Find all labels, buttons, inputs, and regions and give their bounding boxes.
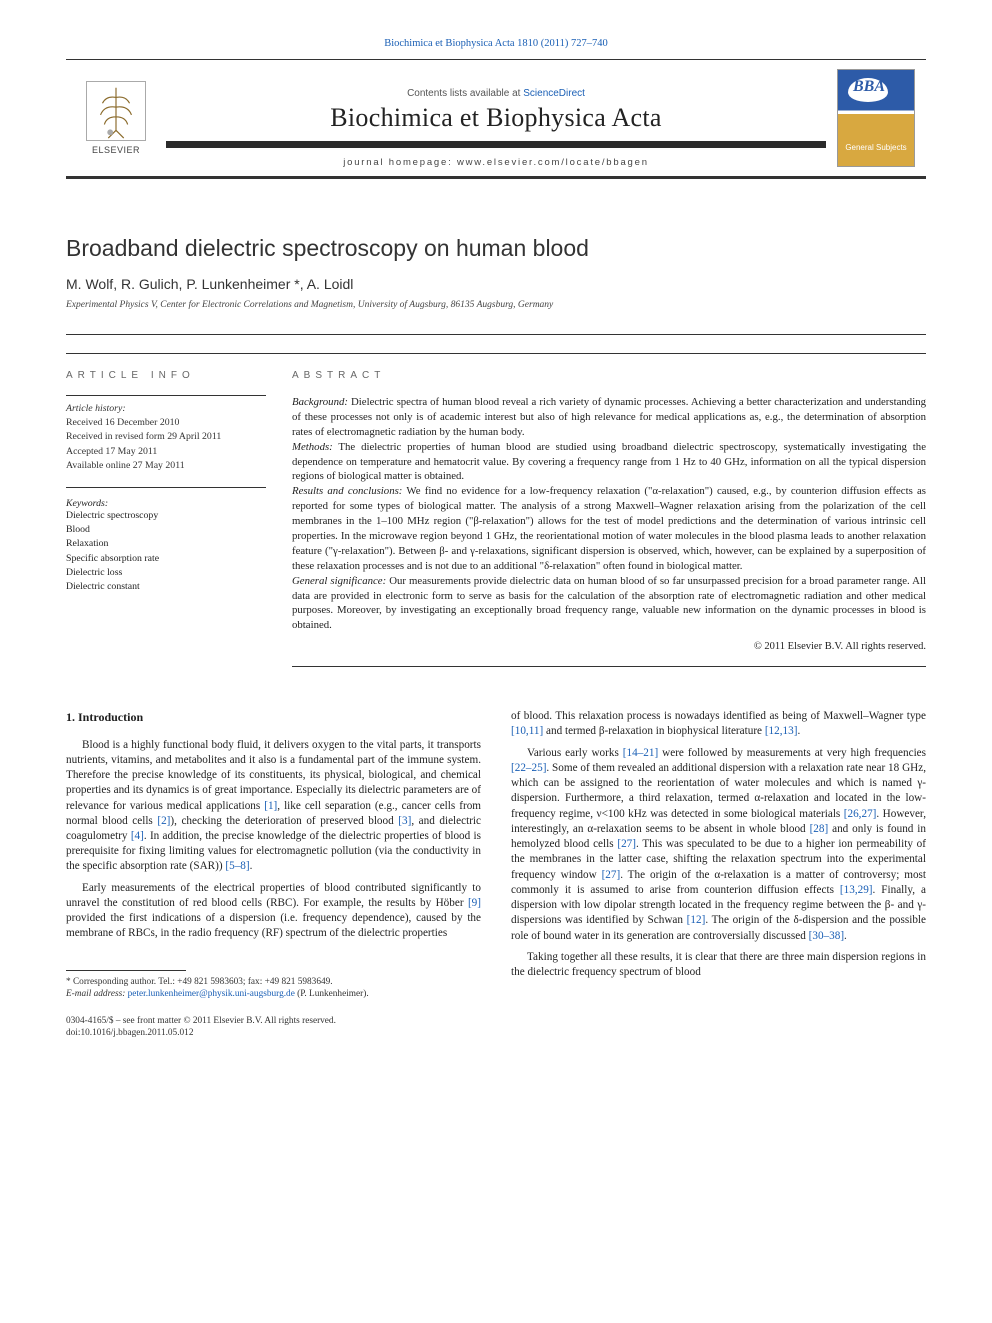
article-info-heading: ARTICLE INFO bbox=[66, 370, 266, 381]
history-item: Available online 27 May 2011 bbox=[66, 459, 266, 473]
cover-letters: BBA bbox=[853, 78, 885, 96]
email-label: E-mail address: bbox=[66, 989, 125, 999]
abs-methods-label: Methods: bbox=[292, 441, 333, 453]
abs-bg-label: Background: bbox=[292, 396, 348, 408]
keyword: Relaxation bbox=[66, 537, 266, 551]
doi: doi:10.1016/j.bbagen.2011.05.012 bbox=[66, 1027, 481, 1040]
journal-name: Biochimica et Biophysica Acta bbox=[330, 103, 661, 133]
paragraph: Blood is a highly functional body fluid,… bbox=[66, 738, 481, 875]
article-bottom-meta: 0304-4165/$ – see front matter © 2011 El… bbox=[66, 1015, 481, 1040]
ref-link[interactable]: [10,11] bbox=[511, 725, 543, 737]
text-run: . bbox=[250, 860, 253, 872]
abs-bg: Dielectric spectra of human blood reveal… bbox=[292, 396, 926, 438]
footnote-rule bbox=[66, 970, 186, 971]
ref-link[interactable]: [4] bbox=[131, 830, 144, 842]
left-column: 1. Introduction Blood is a highly functi… bbox=[66, 709, 481, 1040]
ref-link[interactable]: [22–25] bbox=[511, 762, 546, 774]
rule bbox=[66, 395, 266, 396]
elsevier-tree-icon bbox=[86, 81, 146, 141]
ref-link[interactable]: [13,29] bbox=[840, 884, 873, 896]
abstract-heading: ABSTRACT bbox=[292, 370, 926, 381]
sd-prefix: Contents lists available at bbox=[407, 88, 523, 99]
article-info-column: ARTICLE INFO Article history: Received 1… bbox=[66, 354, 266, 667]
abs-methods: The dielectric properties of human blood… bbox=[292, 441, 926, 483]
front-matter: 0304-4165/$ – see front matter © 2011 El… bbox=[66, 1015, 481, 1028]
corr-author: * Corresponding author. Tel.: +49 821 59… bbox=[66, 976, 481, 989]
abstract-column: ABSTRACT Background: Dielectric spectra … bbox=[292, 354, 926, 667]
text-run: Taking together all these results, it is… bbox=[511, 951, 926, 978]
cover-subject: General Subjects bbox=[838, 143, 914, 152]
history-label: Article history: bbox=[66, 402, 266, 416]
history-item: Accepted 17 May 2011 bbox=[66, 445, 266, 459]
text-run: . bbox=[844, 930, 847, 942]
ref-link[interactable]: [14–21] bbox=[623, 747, 658, 759]
abs-results-label: Results and conclusions: bbox=[292, 485, 402, 497]
ref-link[interactable]: [12] bbox=[687, 914, 706, 926]
ref-link[interactable]: [5–8] bbox=[225, 860, 249, 872]
text-run: ), checking the deterioration of preserv… bbox=[170, 815, 398, 827]
copyright: © 2011 Elsevier B.V. All rights reserved… bbox=[292, 641, 926, 652]
email-suffix: (P. Lunkenheimer). bbox=[295, 989, 369, 999]
text-run: and termed β-relaxation in biophysical l… bbox=[543, 725, 765, 737]
keyword: Blood bbox=[66, 523, 266, 537]
affiliation: Experimental Physics V, Center for Elect… bbox=[66, 300, 926, 310]
keyword: Dielectric loss bbox=[66, 566, 266, 580]
history-item: Received 16 December 2010 bbox=[66, 416, 266, 430]
text-run: of blood. This relaxation process is now… bbox=[511, 710, 926, 722]
ref-link[interactable]: [2] bbox=[157, 815, 170, 827]
abs-results: We find no evidence for a low-frequency … bbox=[292, 485, 926, 571]
section-heading: 1. Introduction bbox=[66, 709, 481, 725]
email-link[interactable]: peter.lunkenheimer@physik.uni-augsburg.d… bbox=[128, 989, 295, 999]
history-item: Received in revised form 29 April 2011 bbox=[66, 430, 266, 444]
sciencedirect-line: Contents lists available at ScienceDirec… bbox=[407, 88, 585, 99]
text-run: provided the first indications of a disp… bbox=[66, 912, 481, 939]
elsevier-logo[interactable]: ELSEVIER bbox=[75, 72, 157, 164]
journal-issue-link[interactable]: Biochimica et Biophysica Acta 1810 (2011… bbox=[66, 38, 926, 49]
keyword: Specific absorption rate bbox=[66, 552, 266, 566]
ref-link[interactable]: [27] bbox=[617, 838, 636, 850]
elsevier-wordmark: ELSEVIER bbox=[92, 145, 140, 155]
ref-link[interactable]: [12,13] bbox=[765, 725, 798, 737]
authors: M. Wolf, R. Gulich, P. Lunkenheimer *, A… bbox=[66, 276, 926, 292]
ref-link[interactable]: [3] bbox=[398, 815, 411, 827]
text-run: . bbox=[797, 725, 800, 737]
masthead-center: Contents lists available at ScienceDirec… bbox=[166, 60, 826, 176]
keyword: Dielectric spectroscopy bbox=[66, 509, 266, 523]
abstract-text: Background: Dielectric spectra of human … bbox=[292, 395, 926, 633]
ref-link[interactable]: [28] bbox=[810, 823, 829, 835]
text-run: Various early works bbox=[527, 747, 623, 759]
text-run: were followed by measurements at very hi… bbox=[658, 747, 926, 759]
rule bbox=[66, 334, 926, 335]
ref-link[interactable]: [9] bbox=[468, 897, 481, 909]
paragraph: of blood. This relaxation process is now… bbox=[511, 709, 926, 739]
journal-cover-box: BBA General Subjects bbox=[826, 60, 926, 176]
journal-homepage: journal homepage: www.elsevier.com/locat… bbox=[343, 157, 649, 168]
keyword: Dielectric constant bbox=[66, 580, 266, 594]
corresponding-author-footnote: * Corresponding author. Tel.: +49 821 59… bbox=[66, 976, 481, 1001]
paragraph: Taking together all these results, it is… bbox=[511, 950, 926, 980]
rule bbox=[66, 487, 266, 488]
article-title: Broadband dielectric spectroscopy on hum… bbox=[66, 235, 926, 262]
text-run: Early measurements of the electrical pro… bbox=[66, 882, 481, 909]
keywords-label: Keywords: bbox=[66, 498, 266, 509]
sciencedirect-link[interactable]: ScienceDirect bbox=[523, 88, 585, 99]
right-column: of blood. This relaxation process is now… bbox=[511, 709, 926, 1040]
ref-link[interactable]: [30–38] bbox=[809, 930, 844, 942]
ref-link[interactable]: [27] bbox=[602, 869, 621, 881]
publisher-logo-box: ELSEVIER bbox=[66, 60, 166, 176]
abs-sig-label: General significance: bbox=[292, 575, 386, 587]
body-columns: 1. Introduction Blood is a highly functi… bbox=[66, 709, 926, 1040]
paragraph: Various early works [14–21] were followe… bbox=[511, 746, 926, 944]
ref-link[interactable]: [1] bbox=[264, 800, 277, 812]
journal-cover-icon[interactable]: BBA General Subjects bbox=[837, 69, 915, 167]
abs-sig: Our measurements provide dielectric data… bbox=[292, 575, 926, 632]
masthead: ELSEVIER Contents lists available at Sci… bbox=[66, 59, 926, 179]
ref-link[interactable]: [26,27] bbox=[844, 808, 877, 820]
paragraph: Early measurements of the electrical pro… bbox=[66, 881, 481, 942]
